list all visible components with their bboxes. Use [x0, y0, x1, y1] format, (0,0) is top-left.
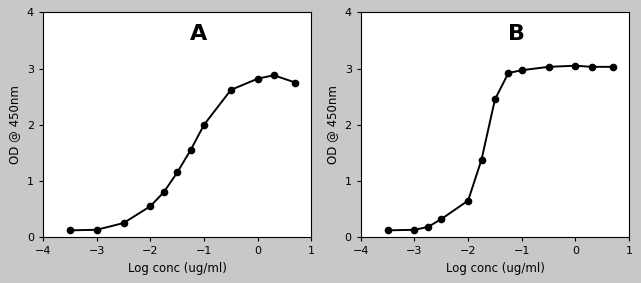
Text: A: A: [190, 23, 207, 44]
Y-axis label: OD @ 450nm: OD @ 450nm: [8, 85, 21, 164]
Text: B: B: [508, 23, 525, 44]
Y-axis label: OD @ 450nm: OD @ 450nm: [326, 85, 339, 164]
X-axis label: Log conc (ug/ml): Log conc (ug/ml): [445, 262, 544, 275]
X-axis label: Log conc (ug/ml): Log conc (ug/ml): [128, 262, 227, 275]
